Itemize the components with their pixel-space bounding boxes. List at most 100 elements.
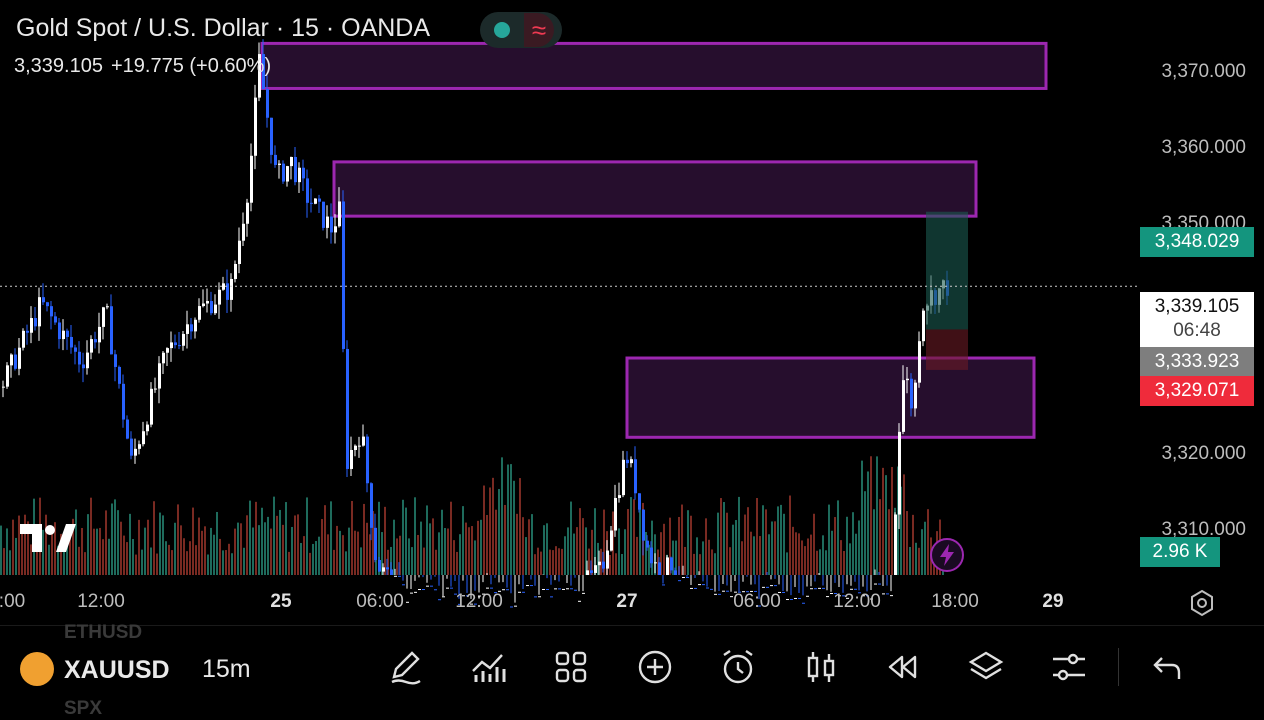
market-status-pill[interactable]: ≈ xyxy=(480,12,562,48)
volume-bar xyxy=(87,514,89,575)
volume-bar xyxy=(372,511,374,575)
candle xyxy=(174,342,177,346)
volume-bar xyxy=(216,511,218,575)
take-profit-tag[interactable]: 3,348.029 xyxy=(1140,227,1254,257)
volume-bar xyxy=(3,548,5,575)
volume-bar xyxy=(315,541,317,575)
volume-bar xyxy=(465,522,467,575)
volume-bar xyxy=(201,530,203,575)
candle xyxy=(558,588,561,590)
chart-settings-icon[interactable] xyxy=(1188,589,1216,617)
candle xyxy=(578,600,581,602)
market-open-dot-icon xyxy=(494,22,510,38)
volume-bar xyxy=(585,527,587,575)
candle xyxy=(490,587,493,589)
volume-bar xyxy=(570,501,572,575)
volume-bar xyxy=(312,543,314,575)
grid-icon[interactable] xyxy=(553,649,589,685)
volume-bar xyxy=(102,539,104,575)
flash-icon[interactable] xyxy=(929,537,965,573)
volume-bar xyxy=(657,549,659,575)
volume-bar xyxy=(351,500,353,575)
candle xyxy=(58,322,61,340)
volume-bar xyxy=(576,527,578,575)
candle xyxy=(326,216,329,228)
volume-bar xyxy=(489,487,491,575)
candle xyxy=(18,347,21,369)
volume-bar xyxy=(402,499,404,575)
candle xyxy=(498,590,501,592)
replay-icon[interactable] xyxy=(886,649,922,685)
candle xyxy=(338,201,341,227)
volume-bar xyxy=(807,538,809,575)
candle xyxy=(618,495,621,498)
symbol-title[interactable]: Gold Spot / U.S. Dollar · 15 · OANDA xyxy=(16,14,431,42)
previous-symbol[interactable]: ETHUSD xyxy=(64,622,143,643)
candle xyxy=(866,595,869,597)
indicators-icon[interactable] xyxy=(470,649,506,685)
y-tick: 3,360.000 xyxy=(1161,137,1246,158)
candle xyxy=(362,436,365,446)
volume-bar xyxy=(195,545,197,575)
volume-bar xyxy=(345,551,347,575)
candle xyxy=(234,264,237,279)
price-chart[interactable] xyxy=(0,0,1264,625)
volume-bar xyxy=(702,541,704,575)
add-icon[interactable] xyxy=(637,649,673,685)
candle xyxy=(530,585,533,587)
volume-bar xyxy=(546,523,548,575)
candle xyxy=(434,589,437,591)
next-symbol[interactable]: SPX xyxy=(64,698,103,719)
candle xyxy=(122,383,125,420)
volume-bar xyxy=(228,543,230,575)
volume-bar xyxy=(735,520,737,575)
volume-bar xyxy=(432,518,434,575)
candle xyxy=(822,587,825,589)
timeframe-selector[interactable]: 15m xyxy=(202,655,251,683)
candles-icon[interactable] xyxy=(803,649,839,685)
volume-bar xyxy=(243,547,245,575)
entry-price-tag[interactable]: 3,333.923 xyxy=(1140,347,1254,377)
volume-bar xyxy=(477,520,479,575)
volume-bar xyxy=(882,467,884,575)
toolbar-separator xyxy=(1118,648,1119,686)
x-tick: 12:00 xyxy=(77,591,125,612)
candle xyxy=(22,330,25,348)
candle xyxy=(290,156,293,167)
volume-bar xyxy=(594,508,596,575)
current-price-tag[interactable]: 3,339.105 06:48 xyxy=(1140,292,1254,347)
stop-loss-tag[interactable]: 3,329.071 xyxy=(1140,376,1254,406)
volume-bar xyxy=(207,554,209,575)
volume-bar xyxy=(456,551,458,575)
volume-bar xyxy=(741,541,743,575)
volume-bar xyxy=(900,486,902,575)
candle xyxy=(166,348,169,353)
candle xyxy=(478,595,481,597)
volume-bar xyxy=(51,528,53,575)
volume-bar xyxy=(855,533,857,575)
candle xyxy=(70,336,73,348)
layers-icon[interactable] xyxy=(968,649,1004,685)
candles-layer xyxy=(2,39,949,608)
volume-bar xyxy=(105,510,107,575)
candle xyxy=(206,301,209,304)
volume-bar xyxy=(435,549,437,575)
volume-bar xyxy=(756,498,758,575)
volume-bar xyxy=(441,509,443,575)
candle xyxy=(378,560,381,572)
alert-icon[interactable] xyxy=(720,649,756,685)
volume-bar xyxy=(744,514,746,575)
volume-bar xyxy=(579,508,581,575)
candle xyxy=(374,527,377,561)
candle xyxy=(446,587,449,589)
volume-bar xyxy=(519,478,521,575)
candle xyxy=(190,324,193,332)
symbol-selector[interactable]: XAUUSD xyxy=(64,656,170,684)
pencil-icon[interactable] xyxy=(388,649,424,685)
volume-bar xyxy=(282,524,284,575)
candle xyxy=(238,240,241,265)
undo-icon[interactable] xyxy=(1148,649,1184,685)
volume-bar xyxy=(618,528,620,575)
settings-sliders-icon[interactable] xyxy=(1051,649,1087,685)
volume-bar xyxy=(111,503,113,575)
